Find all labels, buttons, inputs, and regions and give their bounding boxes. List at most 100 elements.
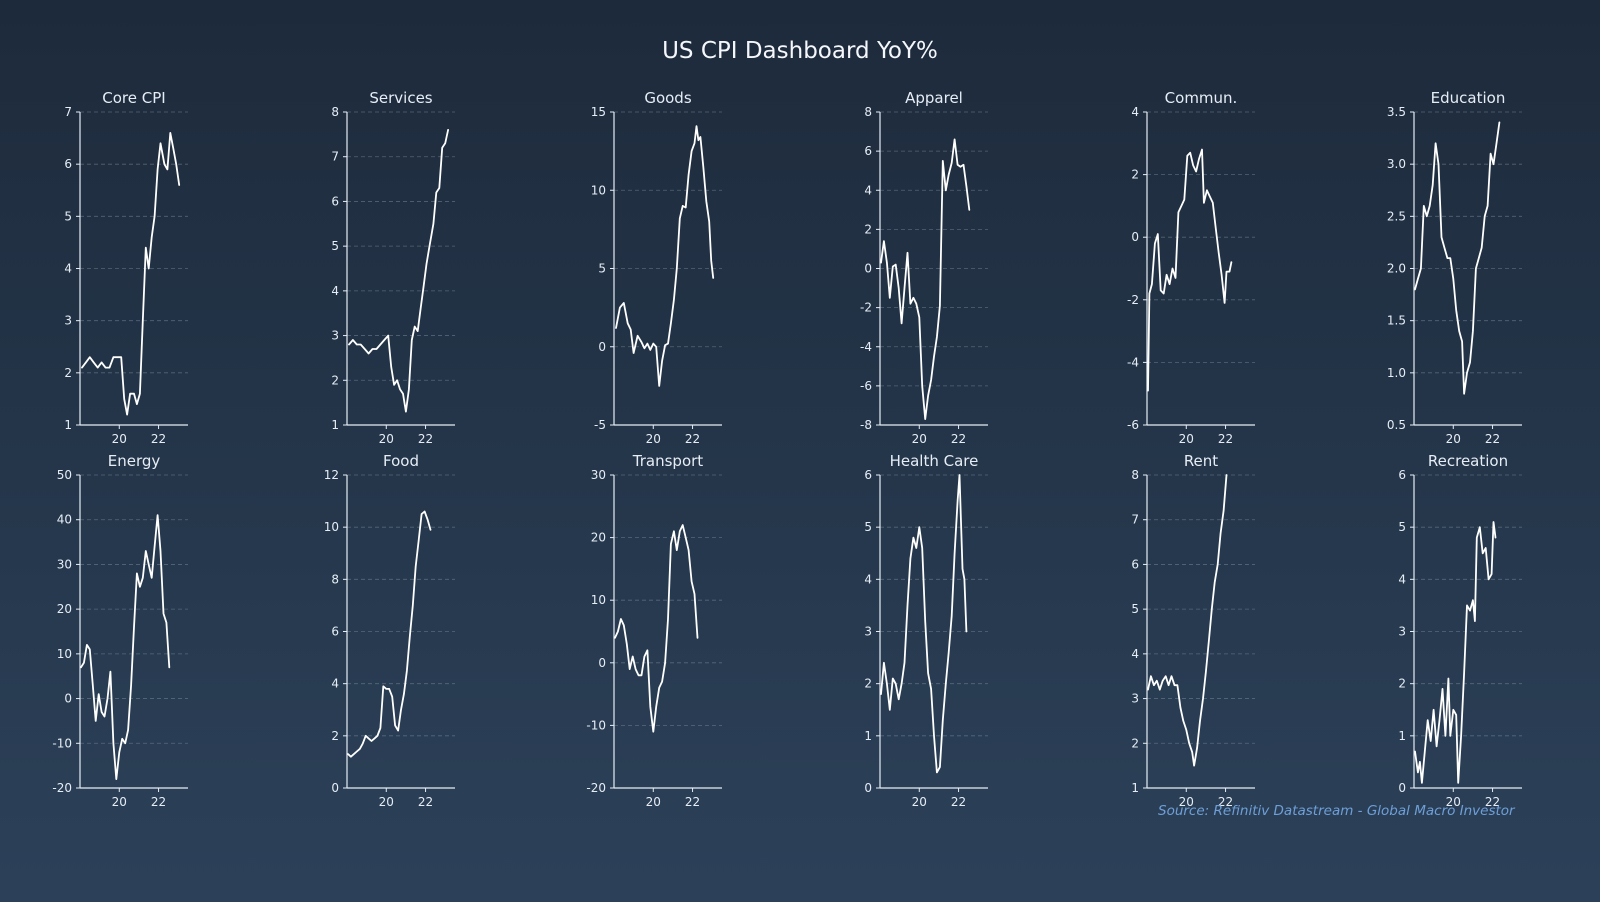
y-tick-label: 3 — [1398, 625, 1406, 639]
y-tick-label: 3 — [64, 314, 72, 328]
y-tick-label: 6 — [864, 144, 872, 158]
x-tick-label: 22 — [1218, 432, 1233, 446]
y-tick-label: 20 — [591, 531, 606, 545]
x-tick-label: 20 — [646, 432, 661, 446]
y-tick-label: 5 — [1131, 602, 1139, 616]
y-tick-label: 7 — [331, 150, 339, 164]
y-tick-label: 6 — [1131, 557, 1139, 571]
y-tick-label: 4 — [864, 572, 872, 586]
y-tick-label: 8 — [331, 105, 339, 119]
y-tick-label: 5 — [598, 262, 606, 276]
y-tick-label: 2 — [864, 222, 872, 236]
y-tick-label: 2.5 — [1387, 209, 1406, 223]
x-tick-label: 20 — [1179, 432, 1194, 446]
chart-title: Apparel — [905, 89, 963, 107]
series-line — [81, 132, 181, 416]
chart-energy: Energy -20 -10 0 10 20 30 40 50 20 22 — [52, 452, 188, 809]
chart-title: Goods — [644, 89, 691, 107]
y-tick-label: -5 — [594, 418, 606, 432]
x-tick-label: 22 — [685, 432, 700, 446]
y-tick-label: 4 — [331, 677, 339, 691]
chart-core-cpi: Core CPI 1 2 3 4 5 6 7 20 22 — [64, 89, 188, 446]
y-tick-label: 0.5 — [1387, 418, 1406, 432]
y-tick-label: 50 — [57, 468, 72, 482]
series-line — [80, 514, 171, 780]
y-tick-label: 0 — [864, 262, 872, 276]
y-tick-label: -4 — [860, 340, 872, 354]
y-tick-label: 4 — [1398, 572, 1406, 586]
y-tick-label: 0 — [1131, 230, 1139, 244]
y-tick-label: 7 — [64, 105, 72, 119]
y-tick-label: 1.0 — [1387, 366, 1406, 380]
x-tick-label: 22 — [1485, 795, 1500, 809]
y-tick-label: 40 — [57, 513, 72, 527]
y-tick-label: -10 — [586, 718, 606, 732]
chart-health-care: Health Care 0 1 2 3 4 5 6 20 22 — [864, 452, 988, 809]
chart-education: Education 0.5 1.0 1.5 2.0 2.5 3.0 3.5 20 22 — [1387, 89, 1522, 446]
y-tick-label: 1 — [1398, 729, 1406, 743]
x-tick-label: 20 — [112, 432, 127, 446]
chart-food: Food 0 2 4 6 8 10 12 20 22 — [324, 452, 455, 809]
x-tick-label: 20 — [379, 432, 394, 446]
y-tick-label: 2 — [1398, 677, 1406, 691]
chart-title: Food — [383, 452, 419, 470]
x-tick-label: 22 — [418, 432, 433, 446]
y-tick-label: 2 — [331, 373, 339, 387]
page-title: US CPI Dashboard YoY% — [662, 38, 938, 64]
x-tick-label: 22 — [685, 795, 700, 809]
y-tick-label: 30 — [57, 557, 72, 571]
y-tick-label: 8 — [1131, 468, 1139, 482]
chart-transport: Transport -20 -10 0 10 20 30 20 22 — [586, 452, 722, 809]
chart-goods: Goods -5 0 5 10 15 20 22 — [591, 89, 722, 446]
y-tick-label: 1 — [1131, 781, 1139, 795]
x-tick-label: 20 — [379, 795, 394, 809]
x-tick-label: 22 — [418, 795, 433, 809]
y-tick-label: 5 — [864, 520, 872, 534]
x-tick-label: 20 — [912, 432, 927, 446]
chart-rent: Rent 1 2 3 4 5 6 7 8 20 22 — [1131, 452, 1255, 809]
y-tick-label: 15 — [591, 105, 606, 119]
x-tick-label: 22 — [151, 795, 166, 809]
chart-title: Transport — [632, 452, 704, 470]
y-tick-label: 5 — [64, 209, 72, 223]
chart-commun: Commun. -6 -4 -2 0 2 4 20 22 — [1127, 89, 1255, 446]
chart-title: Recreation — [1428, 452, 1508, 470]
y-tick-label: 6 — [864, 468, 872, 482]
source-note: Source: Refinitiv Datastream - Global Ma… — [1158, 803, 1515, 819]
y-tick-label: 1 — [64, 418, 72, 432]
y-tick-label: 6 — [331, 194, 339, 208]
x-tick-label: 20 — [1446, 432, 1461, 446]
y-tick-label: 10 — [57, 647, 72, 661]
x-tick-label: 20 — [1446, 795, 1461, 809]
y-tick-label: 1.5 — [1387, 314, 1406, 328]
y-tick-label: -2 — [1127, 293, 1139, 307]
y-tick-label: -2 — [860, 301, 872, 315]
x-tick-label: 22 — [1218, 795, 1233, 809]
y-tick-label: 10 — [591, 183, 606, 197]
x-tick-label: 22 — [951, 432, 966, 446]
y-tick-label: 2 — [331, 729, 339, 743]
y-tick-label: 2 — [864, 677, 872, 691]
series-line — [348, 129, 449, 413]
y-tick-label: 6 — [331, 625, 339, 639]
y-tick-label: 0 — [598, 340, 606, 354]
series-line — [880, 474, 968, 774]
y-tick-label: 3.5 — [1387, 105, 1406, 119]
series-line — [614, 524, 699, 733]
y-tick-label: -20 — [586, 781, 606, 795]
y-tick-label: 7 — [1131, 513, 1139, 527]
y-tick-label: 3 — [864, 625, 872, 639]
y-tick-label: 2 — [1131, 168, 1139, 182]
y-tick-label: 10 — [324, 520, 339, 534]
y-tick-label: 1 — [331, 418, 339, 432]
series-line — [1414, 121, 1501, 395]
x-tick-label: 22 — [951, 795, 966, 809]
y-tick-label: 6 — [64, 157, 72, 171]
chart-apparel: Apparel -8 -6 -4 -2 0 2 4 6 8 20 22 — [860, 89, 988, 446]
y-tick-label: 2 — [64, 366, 72, 380]
y-tick-label: 30 — [591, 468, 606, 482]
chart-title: Energy — [108, 452, 161, 470]
x-tick-label: 20 — [912, 795, 927, 809]
chart-title: Commun. — [1165, 89, 1238, 107]
y-tick-label: -20 — [52, 781, 72, 795]
